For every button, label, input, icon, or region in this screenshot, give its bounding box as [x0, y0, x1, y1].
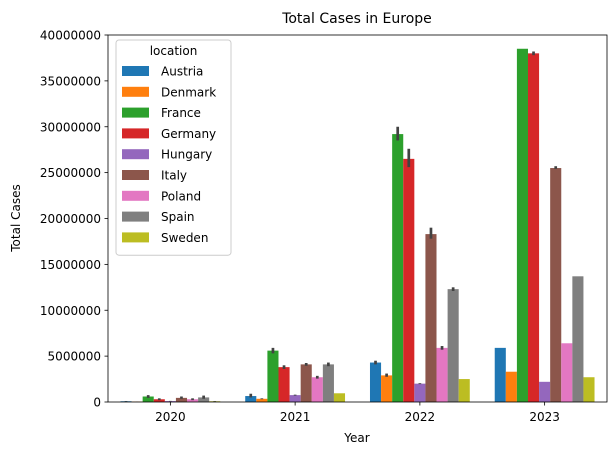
legend-swatch-germany: [122, 128, 149, 139]
bar-germany-2023: [527, 53, 540, 402]
bar-spain-2022: [447, 289, 459, 402]
bar-france-2023: [516, 48, 528, 402]
x-tick-label: 2020: [155, 410, 186, 424]
legend-label-italy: Italy: [161, 169, 187, 183]
bar-italy-2020: [175, 397, 188, 402]
bar-france-2022: [392, 134, 404, 402]
y-axis-label: Total Cases: [9, 184, 23, 252]
bar-poland-2023: [561, 343, 573, 402]
legend-label-sweden: Sweden: [161, 231, 208, 245]
plot-area: 0 5000000 10000000 15000000 20000000 25000000…: [40, 29, 608, 424]
legend-swatch-sweden: [122, 232, 149, 243]
bar-denmark-2023: [505, 371, 517, 402]
bar-poland-2022: [436, 347, 448, 402]
bar-hungary-2020: [164, 401, 176, 402]
legend-label-denmark: Denmark: [161, 85, 216, 99]
bar-germany-2022: [403, 158, 415, 402]
y-tick-label: 25000000: [40, 166, 101, 180]
bar-spain-2021: [322, 364, 334, 402]
bar-spain-2020: [198, 397, 210, 402]
bar-italy-2022: [425, 234, 437, 402]
bar-hungary-2023: [539, 381, 551, 402]
bar-spain-2023: [572, 276, 584, 402]
bar-austria-2021: [245, 396, 257, 402]
legend-label-austria: Austria: [161, 65, 203, 79]
legend-label-france: France: [161, 106, 201, 120]
legend-swatch-france: [122, 107, 149, 118]
x-tick-label: 2023: [529, 410, 560, 424]
legend-label-poland: Poland: [161, 189, 201, 203]
bar-hungary-2021: [289, 395, 301, 402]
y-tick-label: 15000000: [40, 258, 101, 272]
legend-label-spain: Spain: [161, 210, 195, 224]
legend-label-germany: Germany: [161, 127, 216, 141]
bar-germany-2021: [278, 367, 290, 402]
legend-swatch-spain: [122, 211, 149, 222]
bar-austria-2022: [369, 362, 382, 402]
bar-sweden-2023: [583, 377, 595, 402]
y-tick-label: 20000000: [40, 212, 101, 226]
legend-swatch-poland: [122, 190, 149, 201]
bar-sweden-2022: [458, 379, 470, 402]
bar-poland-2021: [311, 377, 323, 402]
legend-label-hungary: Hungary: [161, 148, 212, 162]
y-tick-label: 40000000: [40, 29, 101, 43]
y-tick-label: 30000000: [40, 120, 101, 134]
y-tick-label: 5000000: [48, 350, 101, 364]
bar-denmark-2022: [381, 375, 393, 402]
bar-germany-2020: [153, 399, 165, 402]
bar-austria-2023: [494, 347, 506, 402]
bar-france-2020: [142, 396, 154, 402]
legend-swatch-hungary: [122, 149, 149, 160]
y-tick-label: 35000000: [40, 74, 101, 88]
bar-france-2021: [267, 350, 279, 402]
bar-hungary-2022: [414, 383, 426, 402]
y-tick-label: 0: [93, 396, 101, 410]
legend-swatch-italy: [122, 170, 149, 180]
chart-title: Total Cases in Europe: [281, 11, 432, 27]
legend-title: location: [150, 44, 198, 58]
bar-sweden-2021: [333, 393, 346, 402]
bar-denmark-2021: [256, 398, 268, 402]
y-tick-label: 10000000: [40, 304, 101, 318]
legend-swatch-denmark: [122, 86, 149, 97]
x-axis-label: Year: [343, 431, 369, 445]
bar-italy-2021: [300, 364, 312, 402]
x-tick-label: 2021: [280, 410, 311, 424]
x-tick-label: 2022: [405, 410, 436, 424]
bar-poland-2020: [187, 399, 199, 402]
legend-swatch-austria: [122, 66, 149, 76]
bar-italy-2023: [550, 168, 562, 402]
